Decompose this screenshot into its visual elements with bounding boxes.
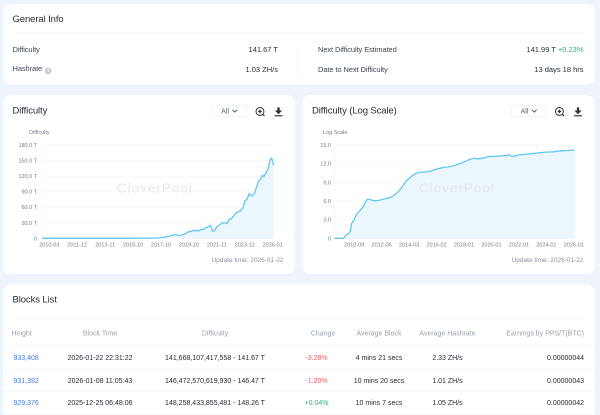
svg-text:2018-01: 2018-01 [454,243,474,249]
svg-text:2014-03: 2014-03 [399,243,419,249]
svg-text:2010-09: 2010-09 [344,243,364,249]
svg-text:Log Scale: Log Scale [323,130,347,136]
svg-text:3.0: 3.0 [323,218,331,224]
svg-text:0: 0 [328,236,331,242]
svg-text:120.0 T: 120.0 T [18,174,37,180]
svg-text:2011-12: 2011-12 [67,243,87,249]
svg-text:150.0 T: 150.0 T [18,159,37,165]
svg-text:12.0: 12.0 [320,162,331,168]
svg-text:2012-06: 2012-06 [372,243,392,249]
svg-text:CloverPool: CloverPool [419,181,495,196]
svg-text:2024-01: 2024-01 [536,243,556,249]
svg-text:2020-01: 2020-01 [481,243,501,249]
svg-text:6.0: 6.0 [323,199,331,205]
svg-text:0: 0 [34,236,37,242]
svg-text:15.0: 15.0 [320,143,331,149]
svg-text:2010-03: 2010-03 [39,243,59,249]
svg-text:60.0 T: 60.0 T [22,205,38,211]
svg-text:180.0 T: 180.0 T [18,143,37,149]
svg-text:2022-01: 2022-01 [509,243,529,249]
svg-text:Difficulty: Difficulty [29,130,50,136]
svg-text:2023-12: 2023-12 [235,243,255,249]
svg-text:2019-10: 2019-10 [179,243,199,249]
svg-text:30.0 T: 30.0 T [22,221,38,227]
svg-text:2026-01: 2026-01 [263,243,283,249]
svg-text:2026-01: 2026-01 [564,243,584,249]
svg-text:2021-11: 2021-11 [207,243,227,249]
svg-text:9.0: 9.0 [323,180,331,186]
svg-text:2015-10: 2015-10 [123,243,143,249]
svg-text:2016-02: 2016-02 [426,243,446,249]
svg-text:2017-10: 2017-10 [151,243,171,249]
svg-text:CloverPool: CloverPool [117,181,193,196]
svg-text:90.0 T: 90.0 T [22,190,38,196]
svg-text:2013-11: 2013-11 [95,243,115,249]
